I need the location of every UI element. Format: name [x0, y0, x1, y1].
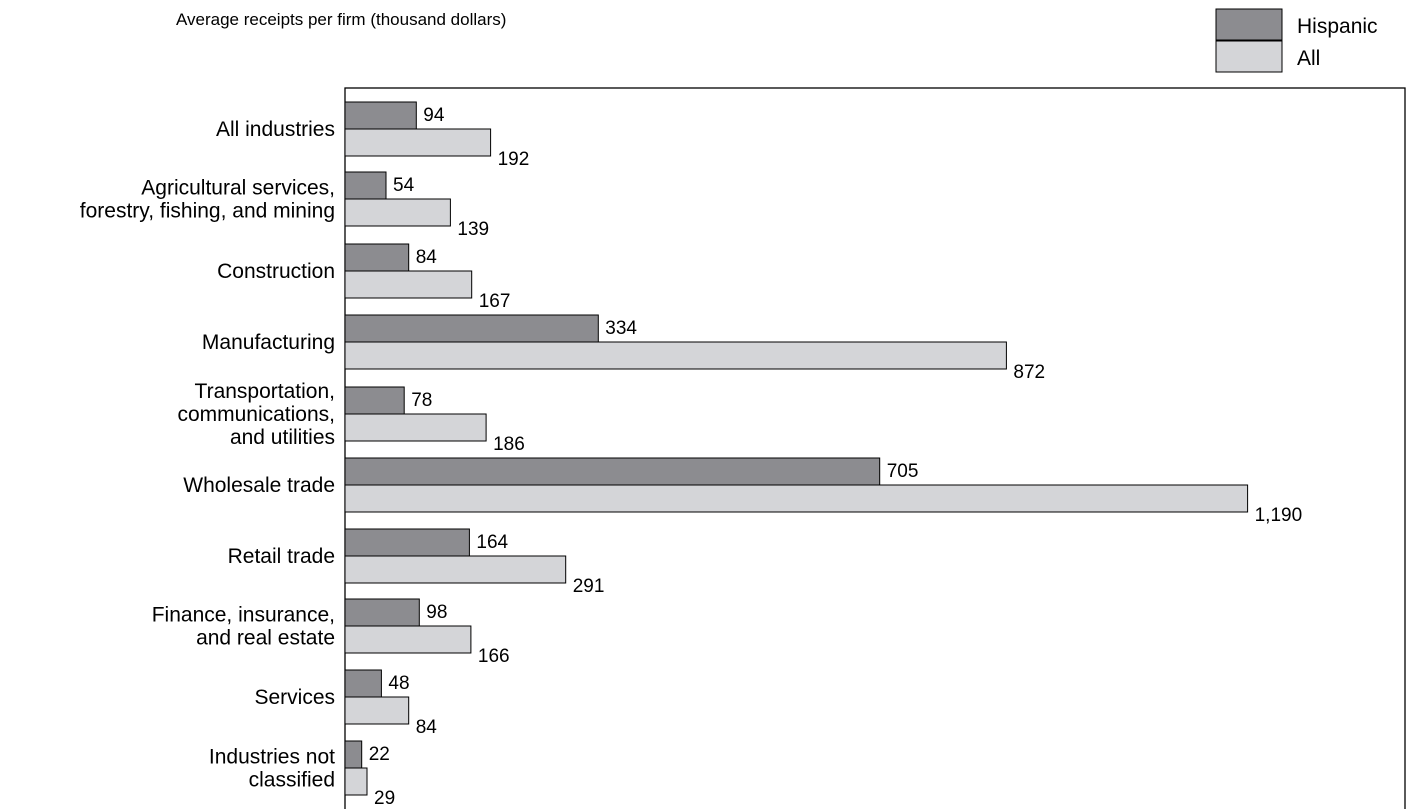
bar-all — [344, 696, 410, 725]
bar-all — [344, 341, 1007, 370]
category-label: Finance, insurance, and real estate — [152, 604, 335, 650]
category-label: Industries not classified — [209, 746, 335, 792]
category-labels: All industries Agricultural services, fore… — [80, 118, 335, 792]
category-label-line: Agricultural services, — [141, 177, 335, 200]
value-label-hispanic: 164 — [476, 532, 508, 553]
bar-hispanic — [344, 386, 405, 415]
bar-all — [344, 128, 492, 157]
category-label: Manufacturing — [202, 331, 335, 354]
value-label-hispanic: 705 — [887, 461, 919, 482]
bar-hispanic — [344, 101, 417, 130]
category-label-line: and utilities — [230, 426, 335, 449]
value-label-all: 291 — [573, 576, 605, 597]
bar-all — [344, 484, 1249, 513]
value-label-hispanic: 54 — [393, 175, 415, 196]
category-label-line: Transportation, — [195, 380, 335, 403]
category-label-line: Construction — [217, 260, 335, 283]
bars — [344, 101, 1249, 796]
bar-hispanic — [344, 598, 420, 627]
value-label-all: 166 — [478, 646, 510, 667]
category-label-line: Services — [254, 686, 335, 709]
value-label-hispanic: 84 — [416, 247, 438, 268]
legend-swatch-all — [1215, 40, 1283, 73]
value-label-hispanic: 22 — [369, 744, 390, 765]
category-label: Wholesale trade — [183, 474, 335, 497]
category-label: Retail trade — [228, 545, 335, 568]
bar-hispanic — [344, 740, 363, 769]
value-label-hispanic: 78 — [411, 390, 432, 411]
value-label-all: 139 — [457, 219, 489, 240]
value-label-hispanic: 48 — [388, 673, 409, 694]
bar-all — [344, 625, 472, 654]
category-label-line: Industries not — [209, 746, 335, 769]
legend-label-hispanic: Hispanic — [1297, 15, 1378, 38]
category-label: All industries — [216, 118, 335, 141]
bar-hispanic — [344, 243, 410, 272]
category-label: Construction — [217, 260, 335, 283]
category-label-line: communications, — [177, 403, 335, 426]
value-label-all: 1,190 — [1255, 505, 1303, 526]
value-label-hispanic: 98 — [426, 602, 447, 623]
category-label: Transportation, communications, and utilit… — [177, 380, 335, 449]
bar-all — [344, 413, 487, 442]
value-label-hispanic: 334 — [605, 318, 637, 339]
value-label-hispanic: 94 — [423, 105, 445, 126]
legend: Hispanic All — [1215, 8, 1378, 73]
category-label-line: classified — [249, 769, 335, 792]
bar-hispanic — [344, 457, 881, 486]
bar-all — [344, 555, 567, 584]
legend-swatch-hispanic — [1215, 8, 1283, 41]
category-label-line: All industries — [216, 118, 335, 141]
value-label-all: 167 — [479, 291, 511, 312]
category-label: Services — [254, 686, 335, 709]
category-label-line: Finance, insurance, — [152, 604, 335, 627]
value-label-all: 192 — [498, 149, 530, 170]
bar-all — [344, 270, 473, 299]
legend-label-all: All — [1297, 47, 1320, 70]
bar-hispanic — [344, 669, 382, 698]
category-label-line: Wholesale trade — [183, 474, 335, 497]
chart-title: Average receipts per firm (thousand doll… — [176, 10, 506, 29]
value-label-all: 872 — [1013, 362, 1045, 383]
value-labels: 941925413984167334872781867051,190164291… — [369, 105, 1302, 809]
category-label: Agricultural services, forestry, fishing,… — [80, 177, 335, 223]
category-label-line: Manufacturing — [202, 331, 335, 354]
bar-all — [344, 767, 368, 796]
value-label-all: 84 — [416, 717, 438, 738]
value-label-all: 29 — [374, 788, 395, 809]
category-label-line: forestry, fishing, and mining — [80, 200, 335, 223]
bar-hispanic — [344, 171, 387, 200]
bar-hispanic — [344, 528, 470, 557]
bar-all — [344, 198, 451, 227]
value-label-all: 186 — [493, 434, 525, 455]
bar-hispanic — [344, 314, 599, 343]
category-label-line: Retail trade — [228, 545, 335, 568]
category-label-line: and real estate — [196, 627, 335, 650]
